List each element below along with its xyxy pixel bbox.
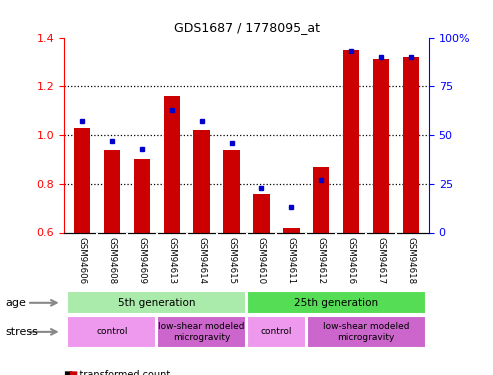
Bar — [68, 291, 246, 314]
Text: control: control — [96, 327, 128, 336]
Bar — [373, 59, 389, 232]
Text: GSM94614: GSM94614 — [197, 237, 206, 284]
Bar — [313, 166, 329, 232]
Bar — [283, 228, 300, 232]
Bar — [403, 57, 419, 232]
Text: GSM94616: GSM94616 — [347, 237, 355, 284]
Text: GSM94615: GSM94615 — [227, 237, 236, 284]
Text: low-shear modeled
microgravity: low-shear modeled microgravity — [323, 322, 409, 342]
Bar — [134, 159, 150, 232]
Bar — [307, 316, 425, 348]
Text: ■: ■ — [68, 370, 77, 375]
Bar — [343, 50, 359, 232]
Text: GSM94609: GSM94609 — [138, 237, 146, 284]
Text: GSM94613: GSM94613 — [167, 237, 176, 284]
Text: stress: stress — [5, 327, 38, 337]
Bar — [247, 316, 306, 348]
Bar — [247, 291, 425, 314]
Text: ■  transformed count: ■ transformed count — [64, 370, 171, 375]
Bar — [74, 128, 90, 232]
Text: GSM94612: GSM94612 — [317, 237, 326, 284]
Text: age: age — [5, 298, 26, 308]
Bar — [253, 194, 270, 232]
Text: low-shear modeled
microgravity: low-shear modeled microgravity — [158, 322, 245, 342]
Text: GSM94617: GSM94617 — [377, 237, 386, 284]
Text: 5th generation: 5th generation — [118, 298, 196, 308]
Text: 25th generation: 25th generation — [294, 298, 378, 308]
Bar — [68, 316, 156, 348]
Bar — [104, 150, 120, 232]
Bar — [164, 96, 180, 232]
Text: GSM94608: GSM94608 — [107, 237, 116, 284]
Title: GDS1687 / 1778095_at: GDS1687 / 1778095_at — [174, 21, 319, 33]
Text: GSM94618: GSM94618 — [406, 237, 416, 284]
Text: GSM94610: GSM94610 — [257, 237, 266, 284]
Text: GSM94606: GSM94606 — [77, 237, 87, 284]
Text: control: control — [261, 327, 292, 336]
Bar — [157, 316, 246, 348]
Bar — [223, 150, 240, 232]
Text: GSM94611: GSM94611 — [287, 237, 296, 284]
Bar — [193, 130, 210, 232]
